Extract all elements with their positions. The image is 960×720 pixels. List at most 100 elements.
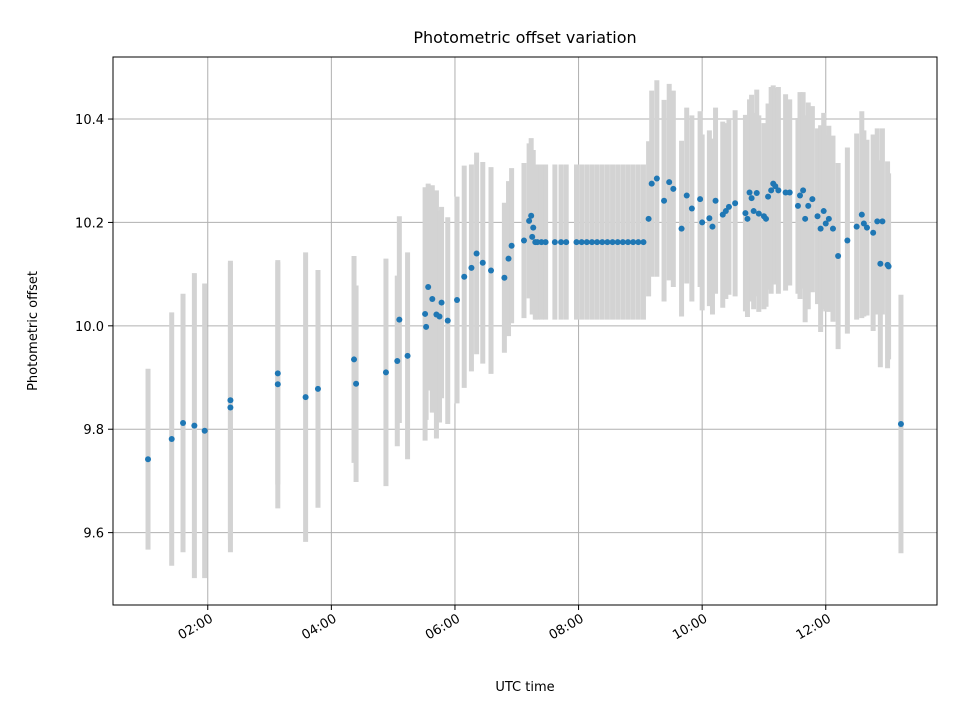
data-point <box>683 192 690 199</box>
data-point <box>858 211 865 218</box>
data-point <box>645 215 652 222</box>
data-point <box>825 215 832 222</box>
data-point <box>438 299 445 306</box>
axes-frame <box>112 56 938 606</box>
data-point <box>351 356 358 363</box>
data-point <box>817 225 824 232</box>
data-point <box>829 225 836 232</box>
data-point <box>302 394 309 401</box>
data-point <box>877 260 884 267</box>
data-point <box>653 175 660 182</box>
data-point <box>635 239 642 246</box>
data-point <box>573 239 580 246</box>
data-point <box>697 196 704 203</box>
data-point <box>353 380 360 387</box>
data-point <box>750 208 757 215</box>
data-point <box>444 317 451 324</box>
y-tick-label: 9.6 <box>83 527 104 542</box>
data-point <box>578 239 585 246</box>
data-point <box>722 208 729 215</box>
data-point <box>436 313 443 320</box>
data-point <box>145 456 152 463</box>
data-point <box>404 352 411 359</box>
data-point <box>844 237 851 244</box>
data-point <box>274 370 281 377</box>
data-point <box>763 215 770 222</box>
data-point <box>746 189 753 196</box>
data-point <box>709 223 716 230</box>
data-point <box>879 218 886 225</box>
y-ticks: 9.6 9.8 10.0 10.2 10.4 <box>75 113 113 542</box>
data-point <box>863 224 870 231</box>
y-tick-label: 9.8 <box>83 423 104 438</box>
data-point <box>732 200 739 207</box>
data-point <box>501 274 508 281</box>
data-point <box>201 427 208 434</box>
data-point <box>191 422 198 429</box>
y-tick-label: 10.4 <box>75 113 104 128</box>
data-point <box>853 223 860 230</box>
data-point <box>772 183 779 190</box>
data-point <box>775 187 782 194</box>
data-point <box>725 203 732 210</box>
data-point <box>382 369 389 376</box>
data-point <box>678 225 685 232</box>
data-point <box>558 239 565 246</box>
data-point <box>755 210 762 217</box>
data-point <box>314 385 321 392</box>
data-point <box>753 189 760 196</box>
data-point <box>396 316 403 323</box>
data-point <box>670 185 677 192</box>
data-point <box>661 197 668 204</box>
data-point <box>630 239 637 246</box>
data-points <box>145 175 904 463</box>
data-point <box>822 220 829 227</box>
data-point <box>820 208 827 215</box>
data-point <box>528 212 535 219</box>
data-point <box>805 202 812 209</box>
data-point <box>648 180 655 187</box>
data-point <box>614 239 621 246</box>
data-point <box>748 195 755 202</box>
data-point <box>797 192 804 199</box>
data-point <box>897 421 904 428</box>
data-point <box>488 267 495 274</box>
data-point <box>180 420 187 427</box>
data-point <box>794 202 801 209</box>
data-point <box>168 436 175 443</box>
data-point <box>640 239 647 246</box>
chart-title: Photometric offset variation <box>413 28 636 47</box>
data-point <box>744 215 751 222</box>
data-point <box>473 250 480 257</box>
y-axis-label: Photometric offset <box>26 271 41 391</box>
data-point <box>604 239 611 246</box>
data-point <box>619 239 626 246</box>
data-point <box>588 239 595 246</box>
data-point <box>742 210 749 217</box>
data-point <box>542 239 549 246</box>
data-point <box>599 239 606 246</box>
data-point <box>874 218 881 225</box>
data-point <box>454 296 461 303</box>
data-point <box>814 213 821 220</box>
data-point <box>394 357 401 364</box>
data-point <box>468 264 475 271</box>
data-point <box>594 239 601 246</box>
data-point <box>870 229 877 236</box>
data-point <box>802 215 809 222</box>
data-point <box>835 253 842 260</box>
data-point <box>530 224 537 231</box>
data-point <box>508 242 515 249</box>
data-point <box>860 220 867 227</box>
data-point <box>538 239 545 246</box>
data-point <box>520 237 527 244</box>
data-point <box>666 179 673 186</box>
data-point <box>885 263 892 270</box>
data-point <box>699 219 706 226</box>
data-point <box>583 239 590 246</box>
data-point <box>765 193 772 200</box>
data-point <box>274 381 281 388</box>
data-point <box>809 196 816 203</box>
data-point <box>768 187 775 194</box>
